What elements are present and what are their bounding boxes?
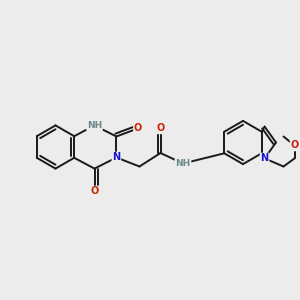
Text: O: O <box>290 140 299 151</box>
Text: NH: NH <box>87 121 102 130</box>
Text: O: O <box>90 186 99 197</box>
Text: N: N <box>112 152 121 163</box>
Text: N: N <box>260 153 269 164</box>
Text: O: O <box>156 123 165 134</box>
Text: NH: NH <box>176 159 190 168</box>
Text: O: O <box>134 123 142 134</box>
